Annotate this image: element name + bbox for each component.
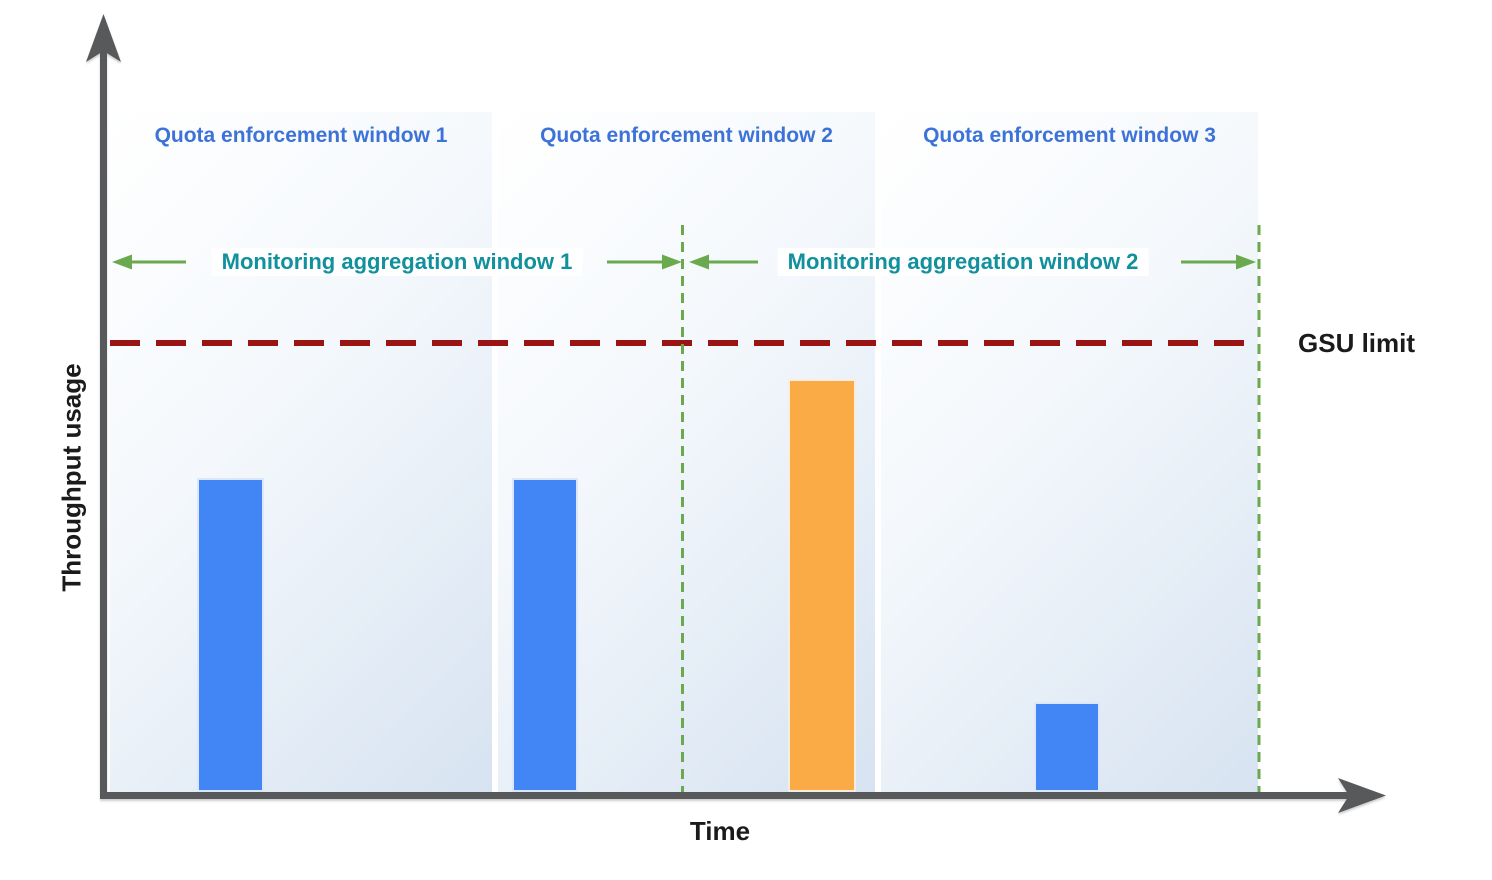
quota-window-region-3 [881,112,1258,792]
quota-window-1-label: Quota enforcement window 1 [154,124,448,147]
arrow-left-icon [112,254,132,270]
usage-bar-3 [788,379,856,792]
x-axis-arrowhead-icon [1338,778,1386,813]
arrow-right-icon [662,254,682,270]
arrow-right-icon [1236,254,1256,270]
x-axis-title: Time [689,816,751,846]
quota-window-3-label: Quota enforcement window 3 [923,124,1216,147]
axes [86,14,1386,813]
quota-window-2-label: Quota enforcement window 2 [540,124,833,147]
usage-bar-4 [1034,702,1100,792]
usage-bar-2 [512,478,578,792]
monitoring-window-1-label: Monitoring aggregation window 1 [211,248,583,276]
y-axis-arrowhead-icon [86,14,121,62]
y-axis-title: Throughput usage [56,363,87,592]
arrow-left-icon [689,254,709,270]
usage-bar-1 [197,478,264,792]
gsu-limit-label: GSU limit [1298,328,1416,358]
quota-window-region-1 [110,112,492,792]
monitoring-window-2-label: Monitoring aggregation window 2 [777,248,1149,276]
